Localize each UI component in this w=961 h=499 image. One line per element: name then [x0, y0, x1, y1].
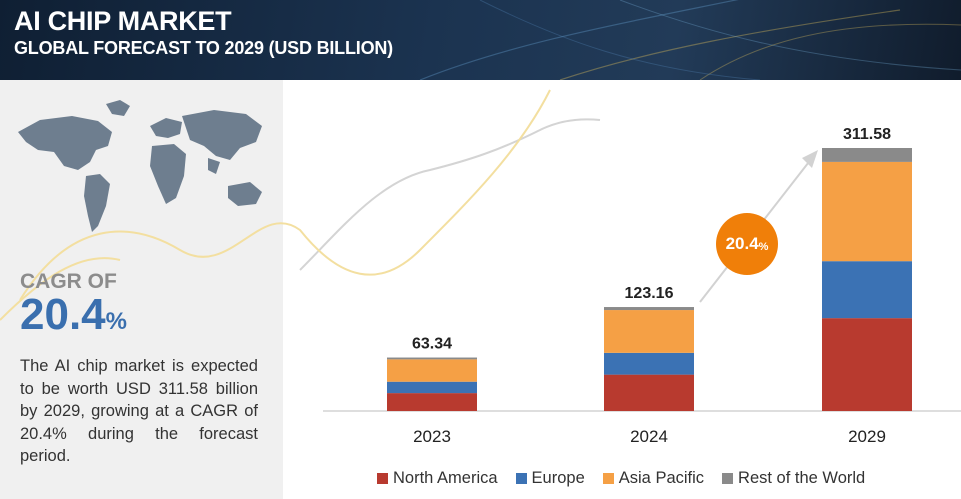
bar-2023-asia-pacific: [387, 359, 477, 382]
growth-arrow-head: [802, 150, 818, 168]
header-light-trails: [419, 0, 961, 80]
bar-2024-asia-pacific: [604, 310, 694, 353]
bar-2029-asia-pacific: [822, 161, 912, 262]
cagr-bubble-value: 20.4: [725, 234, 759, 253]
legend-swatch-asia-pacific: [602, 472, 614, 484]
x-tick-label-2023: 2023: [413, 427, 451, 446]
legend-swatch-north-america: [377, 472, 388, 484]
cagr-value: 20.4%: [20, 290, 127, 339]
bars-layer: [387, 148, 912, 411]
world-map-icon: [18, 100, 262, 232]
decor-curve-gold-2: [0, 257, 121, 321]
x-tick-label-2029: 2029: [848, 427, 886, 446]
bar-2023-rest-of-the-world: [387, 357, 477, 360]
bar-2024-europe: [604, 352, 694, 375]
bar-2029-rest-of-the-world: [822, 148, 912, 162]
labels-layer: 63.34 2023 123.16 2024 311.58 2029: [412, 126, 891, 446]
legend-swatch-rest-of-the-world: [722, 472, 734, 484]
market-description: The AI chip market is expected to be wor…: [20, 357, 258, 465]
chart-legend: North America Europe Asia Pacific Rest of t…: [377, 467, 865, 489]
legend-label-north-america: North America: [393, 468, 498, 487]
cagr-bubble: 20.4%: [716, 213, 778, 275]
cagr-number: 20.4: [20, 290, 106, 339]
legend-label-europe: Europe: [531, 468, 585, 487]
cagr-bubble-unit: %: [758, 240, 769, 253]
bar-2024-north-america: [604, 374, 694, 411]
legend-item-rest-of-the-world: Rest of the World: [722, 469, 865, 488]
bar-2023-north-america: [387, 393, 477, 411]
decor-curve-gold: [19, 89, 551, 301]
legend-item-north-america: North America: [377, 469, 498, 488]
total-label-2024: 123.16: [625, 285, 674, 302]
legend-label-asia-pacific: Asia Pacific: [618, 468, 705, 487]
x-tick-label-2024: 2024: [630, 427, 668, 446]
legend-item-europe: Europe: [515, 468, 585, 488]
legend-item-asia-pacific: Asia Pacific: [602, 468, 705, 488]
bar-2024-rest-of-the-world: [604, 307, 694, 311]
bar-2023-europe: [387, 381, 477, 394]
header-banner: AI CHIP MARKET GLOBAL FORECAST TO 2029 (…: [0, 0, 961, 80]
legend-swatch-europe: [515, 472, 527, 484]
decor-curve-gray: [299, 118, 601, 271]
page-title: AI CHIP MARKET: [14, 6, 232, 36]
total-label-2029: 311.58: [843, 126, 891, 143]
total-label-2023: 63.34: [412, 336, 452, 353]
page-subtitle: GLOBAL FORECAST TO 2029 (USD BILLION): [14, 38, 393, 58]
bar-2029-north-america: [822, 318, 912, 411]
bar-2029-europe: [822, 261, 912, 319]
legend-label-rest-of-the-world: Rest of the World: [738, 468, 866, 487]
cagr-unit: %: [105, 308, 127, 335]
cagr-label: CAGR OF: [20, 270, 117, 293]
